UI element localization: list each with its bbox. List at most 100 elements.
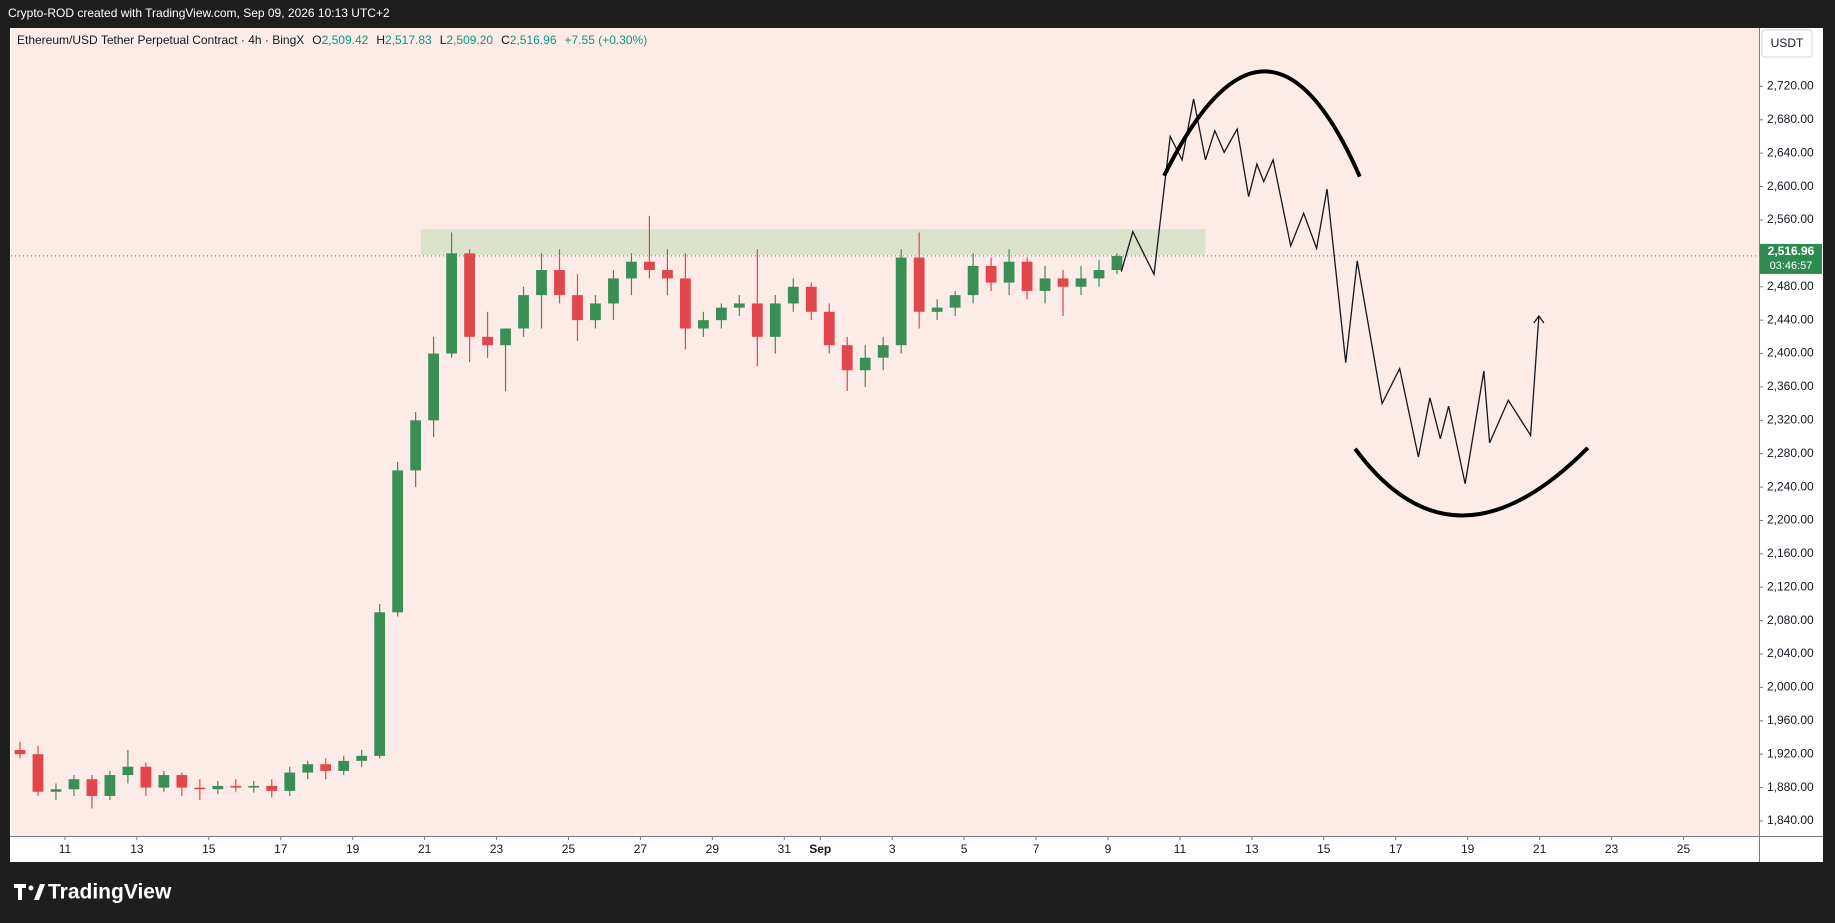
candle-body bbox=[859, 357, 871, 371]
y-tick-label: 2,240.00 bbox=[1767, 479, 1814, 493]
x-tick-label: 13 bbox=[1245, 842, 1259, 856]
candle-body bbox=[68, 779, 80, 790]
candle-body bbox=[356, 755, 368, 761]
countdown: 03:46:57 bbox=[1770, 260, 1813, 272]
logo-mark bbox=[34, 884, 45, 900]
x-tick-label: 15 bbox=[202, 842, 216, 856]
ohlc-value: 2,517.83 bbox=[385, 33, 432, 47]
candle-body bbox=[931, 307, 943, 312]
candle-body bbox=[608, 278, 619, 304]
x-tick-label: 25 bbox=[562, 842, 576, 856]
candle-body bbox=[715, 307, 727, 321]
x-tick-label: 19 bbox=[1461, 842, 1475, 856]
candle-body bbox=[1021, 261, 1033, 291]
x-tick-label: 29 bbox=[706, 842, 720, 856]
x-tick-label: 21 bbox=[418, 842, 432, 856]
projection-line bbox=[1120, 98, 1540, 484]
y-tick-label: 2,720.00 bbox=[1767, 79, 1814, 93]
x-tick-label: 9 bbox=[1105, 842, 1112, 856]
ohlc-value: 2,516.96 bbox=[510, 33, 557, 47]
y-tick-label: 2,440.00 bbox=[1767, 312, 1814, 326]
candle-body bbox=[374, 612, 386, 756]
change: +7.55 (+0.30%) bbox=[565, 33, 648, 47]
y-tick-label: 2,360.00 bbox=[1767, 379, 1814, 393]
candle-body bbox=[626, 261, 637, 279]
candle-body bbox=[14, 750, 26, 755]
x-tick-label: 23 bbox=[1605, 842, 1619, 856]
candle-body bbox=[122, 766, 134, 776]
candle-body bbox=[428, 353, 440, 421]
candle-body bbox=[302, 764, 314, 773]
y-tick-label: 1,960.00 bbox=[1767, 713, 1814, 727]
y-tick-label: 2,480.00 bbox=[1767, 279, 1814, 293]
candle-body bbox=[787, 286, 799, 304]
x-tick-label: 13 bbox=[130, 842, 144, 856]
attribution: Crypto-ROD created with TradingView.com,… bbox=[8, 6, 390, 20]
candle-body bbox=[823, 311, 835, 346]
y-tick-label: 2,560.00 bbox=[1767, 212, 1814, 226]
plot: 1,840.00 1,880.00 1,920.00 1,960.00 2,000.00… bbox=[11, 69, 1822, 856]
y-tick-label: 2,680.00 bbox=[1767, 112, 1814, 126]
currency-box[interactable] bbox=[1761, 29, 1813, 58]
logo-mark bbox=[28, 885, 34, 891]
x-tick-label: 15 bbox=[1317, 842, 1331, 856]
y-tick-label: 2,160.00 bbox=[1767, 546, 1814, 560]
candle-body bbox=[392, 470, 404, 613]
ohlc-key: C bbox=[501, 33, 510, 47]
logo-mark bbox=[14, 884, 26, 900]
candle-body bbox=[50, 789, 62, 792]
last-price-box bbox=[1760, 243, 1822, 274]
x-tick-label: 7 bbox=[1033, 842, 1040, 856]
candle-body bbox=[841, 345, 853, 371]
x-tick-label: 23 bbox=[490, 842, 504, 856]
candle-body bbox=[248, 785, 260, 788]
candle-body bbox=[662, 270, 673, 279]
candle-body bbox=[446, 253, 457, 354]
candle-body bbox=[572, 295, 583, 321]
candle-body bbox=[1111, 255, 1123, 271]
x-tick-label: 11 bbox=[59, 842, 72, 856]
y-tick-label: 2,280.00 bbox=[1767, 446, 1814, 460]
candle-body bbox=[769, 303, 781, 337]
candle-body bbox=[536, 270, 547, 296]
y-tick-label: 2,040.00 bbox=[1767, 646, 1814, 660]
candle-body bbox=[338, 760, 350, 771]
candle-body bbox=[877, 345, 889, 358]
candle-body bbox=[985, 265, 997, 283]
y-tick-label: 1,920.00 bbox=[1767, 746, 1814, 760]
candle-body bbox=[1093, 270, 1105, 279]
candle-body bbox=[464, 253, 475, 337]
candle-body bbox=[1057, 278, 1069, 287]
resistance-zone bbox=[420, 229, 1206, 256]
x-tick-label: 31 bbox=[778, 842, 792, 856]
candle-body bbox=[913, 257, 925, 312]
candle-body bbox=[86, 779, 98, 796]
candle-body bbox=[104, 775, 116, 796]
x-tick-label: 17 bbox=[1389, 842, 1403, 856]
candle-body bbox=[212, 785, 224, 790]
candle-body bbox=[697, 320, 709, 329]
y-tick-label: 1,880.00 bbox=[1767, 780, 1814, 794]
ohlc-value: 2,509.42 bbox=[322, 33, 369, 47]
x-tick-label: 5 bbox=[961, 842, 968, 856]
symbol: Ethereum/USD Tether Perpetual Contract ·… bbox=[17, 33, 304, 47]
y-tick-label: 1,840.00 bbox=[1767, 813, 1814, 827]
currency[interactable]: USDT bbox=[1771, 36, 1804, 50]
candle-body bbox=[949, 295, 961, 308]
arc bbox=[1162, 69, 1362, 178]
candle-body bbox=[733, 303, 745, 308]
candle-body bbox=[518, 295, 529, 329]
plot-area bbox=[11, 28, 1759, 836]
candle-body bbox=[554, 270, 565, 296]
branding: TradingView bbox=[48, 881, 172, 904]
logo: TradingView bbox=[14, 881, 172, 904]
candle-body bbox=[266, 785, 278, 791]
candle-body bbox=[895, 257, 907, 346]
x-tick-label: 21 bbox=[1533, 842, 1547, 856]
x-tick-label: 17 bbox=[274, 842, 288, 856]
x-tick-label: 19 bbox=[346, 842, 360, 856]
chart-header: Ethereum/USD Tether Perpetual Contract ·… bbox=[17, 33, 647, 47]
candle-body bbox=[410, 420, 422, 471]
candle-body bbox=[1039, 278, 1051, 291]
x-tick-label: 25 bbox=[1677, 842, 1691, 856]
